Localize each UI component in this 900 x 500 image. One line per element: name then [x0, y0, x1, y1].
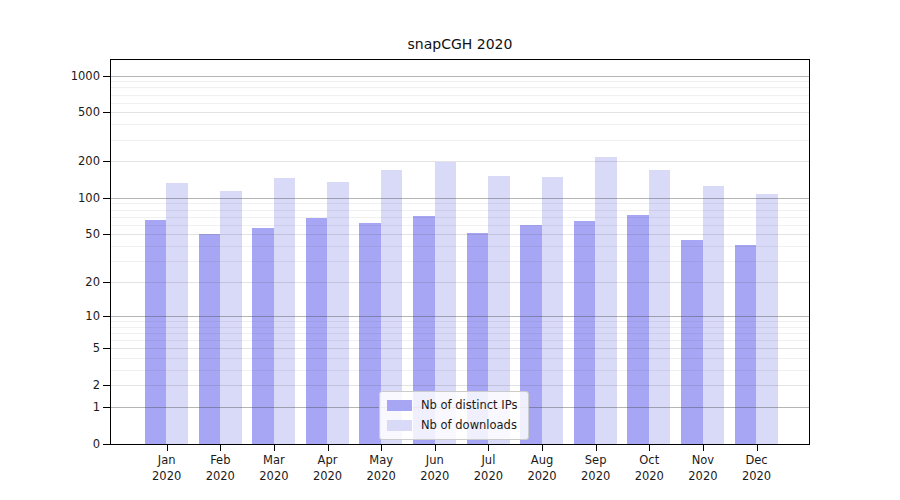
grid-line-50: [111, 234, 809, 235]
grid-line-minor-800: [111, 87, 809, 88]
grid-line-100: [111, 198, 809, 199]
y-tick-mark-500: [103, 112, 110, 113]
x-tick-mark-sep: [596, 445, 597, 451]
y-tick-mark-10: [103, 316, 110, 317]
chart-title: snapCGH 2020: [110, 36, 810, 52]
grid-line-10: [111, 316, 809, 317]
grid-line-20: [111, 282, 809, 283]
grid-line-minor-40: [111, 246, 809, 247]
x-tick-mark-nov: [703, 445, 704, 451]
grid-line-minor-60: [111, 225, 809, 226]
x-tick-mark-mar: [274, 445, 275, 451]
grid-line-5: [111, 348, 809, 349]
grid-line-minor-6: [111, 340, 809, 341]
grid-line-minor-400: [111, 124, 809, 125]
x-tick-mark-jan: [167, 445, 168, 451]
y-tick-mark-1: [103, 407, 110, 408]
y-tick-label-0: 0: [0, 436, 100, 452]
y-tick-label-10: 10: [0, 308, 100, 324]
y-tick-label-1000: 1000: [0, 68, 100, 84]
y-tick-label-5: 5: [0, 340, 100, 356]
legend: Nb of distinct IPs Nb of downloads: [379, 391, 529, 440]
y-tick-label-100: 100: [0, 190, 100, 206]
y-tick-mark-200: [103, 161, 110, 162]
chart-figure: snapCGH 2020 Nb of distinct IPs Nb of do…: [0, 0, 900, 500]
grid-line-500: [111, 112, 809, 113]
y-tick-label-1: 1: [0, 399, 100, 415]
y-tick-label-50: 50: [0, 226, 100, 242]
grid-line-minor-30: [111, 261, 809, 262]
x-tick-mark-aug: [542, 445, 543, 451]
legend-label-downloads: Nb of downloads: [421, 418, 517, 432]
legend-item-distinct-ips: Nb of distinct IPs: [387, 398, 517, 412]
x-tick-label-dec: Dec2020: [725, 452, 789, 484]
y-tick-label-2: 2: [0, 377, 100, 393]
y-tick-mark-5: [103, 348, 110, 349]
grid-line-minor-70: [111, 217, 809, 218]
legend-swatch-distinct-ips: [387, 400, 412, 411]
y-tick-mark-100: [103, 198, 110, 199]
grid-line-2: [111, 385, 809, 386]
x-tick-mark-oct: [649, 445, 650, 451]
grid-line-minor-3: [111, 370, 809, 371]
x-tick-mark-jun: [435, 445, 436, 451]
x-tick-mark-dec: [757, 445, 758, 451]
grid-line-200: [111, 161, 809, 162]
y-tick-mark-20: [103, 282, 110, 283]
y-tick-label-20: 20: [0, 274, 100, 290]
grid-line-minor-8: [111, 327, 809, 328]
y-tick-label-500: 500: [0, 104, 100, 120]
grid-line-minor-4: [111, 358, 809, 359]
grid-line-minor-900: [111, 81, 809, 82]
grid-line-minor-300: [111, 140, 809, 141]
grid-line-minor-700: [111, 95, 809, 96]
grid-line-minor-90: [111, 203, 809, 204]
y-tick-mark-2: [103, 385, 110, 386]
grid-line-minor-600: [111, 103, 809, 104]
legend-item-downloads: Nb of downloads: [387, 418, 517, 432]
legend-swatch-downloads: [387, 420, 412, 431]
y-tick-mark-1000: [103, 76, 110, 77]
y-tick-mark-50: [103, 234, 110, 235]
plot-area: Nb of distinct IPs Nb of downloads: [110, 59, 810, 445]
x-tick-mark-jul: [488, 445, 489, 451]
y-tick-label-200: 200: [0, 153, 100, 169]
x-tick-mark-may: [381, 445, 382, 451]
x-tick-mark-apr: [328, 445, 329, 451]
grid-line-minor-9: [111, 321, 809, 322]
grid-line-minor-80: [111, 210, 809, 211]
y-tick-mark-0: [103, 444, 110, 445]
grid-line-1000: [111, 76, 809, 77]
gridlines-layer: [111, 60, 809, 444]
x-tick-mark-feb: [220, 445, 221, 451]
grid-line-minor-7: [111, 333, 809, 334]
legend-label-distinct-ips: Nb of distinct IPs: [421, 398, 517, 412]
